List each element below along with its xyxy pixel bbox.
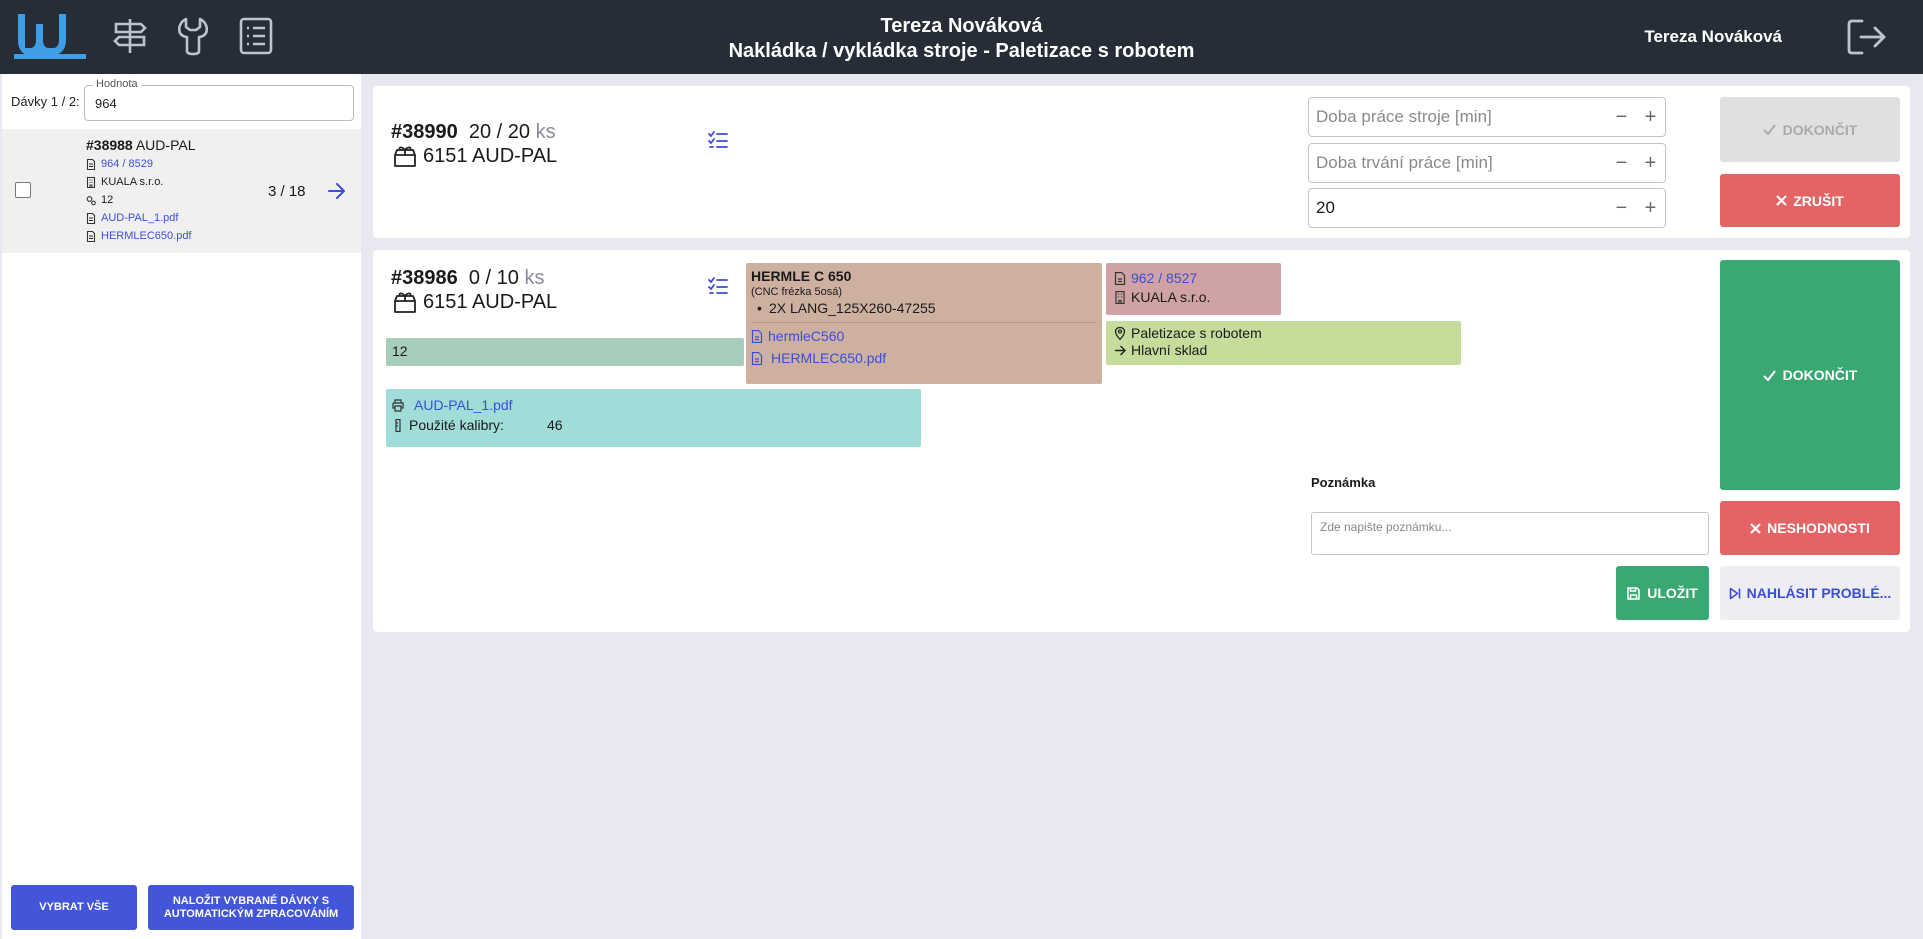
increment-button[interactable]: +: [1644, 151, 1657, 174]
batch-sidebar: Dávky 1 / 2: Hodnota #38988 AUD-PAL 964 …: [2, 74, 361, 939]
decrement-button[interactable]: −: [1615, 151, 1628, 174]
skip-forward-icon: [1729, 587, 1740, 599]
batch-file-link-1[interactable]: AUD-PAL_1.pdf: [101, 212, 179, 224]
increment-button[interactable]: +: [1644, 105, 1657, 128]
app-header: Tereza Nováková Nakládka / vykládka stro…: [0, 0, 1923, 74]
location-process: Paletizace s robotem: [1131, 325, 1262, 341]
pdf-file-icon: [751, 351, 763, 365]
increment-button[interactable]: +: [1644, 196, 1657, 219]
order-product: 6151 AUD-PAL: [393, 291, 557, 314]
machine-tool: • 2X LANG_125X260-47255: [757, 300, 936, 316]
calibers-value: 46: [546, 417, 563, 433]
location-chip: Paletizace s robotem Hlavní sklad: [1106, 321, 1461, 365]
arrow-right-icon: [1115, 345, 1126, 356]
building-icon: [86, 176, 96, 188]
header-title-task: Nakládka / vykládka stroje - Paletizace …: [728, 40, 1195, 62]
value-field-label: Hodnota: [93, 78, 141, 90]
check-icon: [1762, 124, 1776, 135]
package-icon: [394, 291, 416, 313]
pdf-file-icon: [751, 329, 763, 343]
document-icon: [1114, 272, 1126, 285]
batch-info: #38988 AUD-PAL 964 / 8529 KUALA s.r.o. 1…: [86, 136, 196, 245]
save-button[interactable]: ULOŽIT: [1616, 566, 1709, 620]
decrement-button[interactable]: −: [1615, 105, 1628, 128]
finish-button[interactable]: DOKONČIT: [1720, 260, 1900, 490]
divider: [751, 322, 1097, 323]
caliper-icon: [395, 418, 401, 432]
machine-link-1[interactable]: hermleC560: [768, 328, 845, 344]
location-warehouse: Hlavní sklad: [1131, 342, 1208, 358]
calibers-label: Použité kalibry:: [409, 417, 504, 433]
list-icon[interactable]: [236, 16, 276, 56]
pdf-file-icon: [86, 212, 96, 224]
select-all-button[interactable]: VYBRAT VŠE: [11, 885, 137, 930]
print-file-link[interactable]: AUD-PAL_1.pdf: [414, 397, 513, 413]
batch-list-item[interactable]: #38988 AUD-PAL 964 / 8529 KUALA s.r.o. 1…: [2, 129, 361, 253]
cancel-button[interactable]: ZRUŠIT: [1720, 174, 1900, 227]
order-product: 6151 AUD-PAL: [393, 145, 557, 168]
machine-time-input[interactable]: Doba práce stroje [min] − +: [1308, 97, 1666, 137]
close-icon: [1776, 195, 1787, 206]
document-link[interactable]: 962 / 8527: [1131, 270, 1198, 286]
machine-chip: HERMLE C 650 (CNC frézka 5osá) • 2X LANG_…: [746, 263, 1102, 384]
building-icon: [1115, 291, 1125, 304]
header-title-user: Tereza Nováková: [880, 15, 1043, 37]
quantity-chip: 12: [386, 338, 744, 366]
signpost-icon[interactable]: [110, 16, 150, 56]
arrow-right-icon[interactable]: [328, 183, 346, 199]
batch-title: #38988 AUD-PAL: [86, 137, 196, 153]
location-pin-icon: [1114, 327, 1126, 340]
package-icon: [394, 145, 416, 167]
batches-label: Dávky 1 / 2:: [11, 94, 80, 109]
printer-icon: [392, 398, 404, 412]
batch-checkbox[interactable]: [15, 182, 31, 198]
batch-file-link-2[interactable]: HERMLEC650.pdf: [101, 230, 192, 242]
decrement-button[interactable]: −: [1615, 196, 1628, 219]
current-user-name: Tereza Nováková: [1644, 27, 1782, 46]
print-chip: AUD-PAL_1.pdf Použité kalibry: 46: [386, 389, 921, 447]
close-icon: [1750, 522, 1761, 534]
order-card-38986: #38986 0 / 10 ks 6151 AUD-PAL 12 HERMLE …: [373, 250, 1910, 632]
machine-name: HERMLE C 650: [751, 268, 852, 284]
gears-icon: [86, 195, 96, 205]
checklist-icon[interactable]: [708, 131, 728, 149]
value-input[interactable]: [85, 86, 353, 120]
machine-link-2[interactable]: HERMLEC650.pdf: [771, 350, 887, 366]
order-header: #38986 0 / 10 ks: [391, 267, 545, 289]
batch-quantity: 12: [101, 194, 114, 206]
batch-progress: 3 / 18: [268, 183, 306, 200]
finish-button-disabled[interactable]: DOKONČIT: [1720, 97, 1900, 162]
machine-type: (CNC frézka 5osá): [751, 286, 843, 298]
tool-icon[interactable]: [173, 16, 213, 56]
pdf-file-icon: [86, 230, 96, 242]
order-card-38990: #38990 20 / 20 ks 6151 AUD-PAL Doba prác…: [373, 86, 1910, 238]
batch-doc-link[interactable]: 964 / 8529: [101, 158, 153, 170]
quantity-input[interactable]: 20 − +: [1308, 188, 1666, 228]
note-input[interactable]: [1311, 512, 1709, 555]
check-icon: [1762, 369, 1776, 381]
logout-icon[interactable]: [1846, 18, 1888, 56]
value-field[interactable]: Hodnota: [84, 78, 354, 121]
save-icon: [1627, 586, 1640, 600]
note-label: Poznámka: [1311, 475, 1376, 490]
report-problem-button[interactable]: NAHLÁSIT PROBLÉ...: [1720, 566, 1900, 620]
document-chip: 962 / 8527 KUALA s.r.o.: [1106, 263, 1281, 315]
company-logo[interactable]: [14, 14, 86, 60]
nonconformity-button[interactable]: NESHODNOSTI: [1720, 501, 1900, 555]
document-icon: [86, 158, 96, 170]
order-header: #38990 20 / 20 ks: [391, 121, 556, 143]
batch-company: KUALA s.r.o.: [101, 176, 164, 188]
work-time-input[interactable]: Doba trvání práce [min] − +: [1308, 143, 1666, 183]
load-selected-batches-button[interactable]: NALOŽIT VYBRANÉ DÁVKY S AUTOMATICKÝM ZPR…: [148, 885, 354, 930]
document-company: KUALA s.r.o.: [1131, 289, 1211, 305]
checklist-icon[interactable]: [708, 277, 728, 295]
